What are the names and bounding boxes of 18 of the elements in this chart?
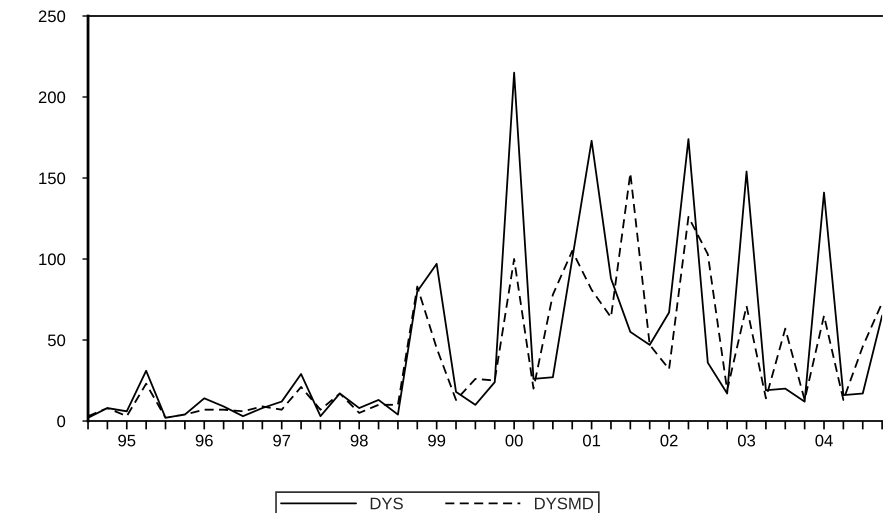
x-tick-label: 99 xyxy=(428,434,446,446)
x-tick-label: 95 xyxy=(118,434,136,446)
legend-label: DYS xyxy=(370,498,403,510)
x-tick-label: 01 xyxy=(582,434,600,446)
x-tick-label: 02 xyxy=(660,434,678,446)
x-tick-label: 04 xyxy=(815,434,833,446)
x-tick-label: 97 xyxy=(273,434,290,446)
y-tick-label: 200 xyxy=(38,91,66,104)
y-tick-label: 0 xyxy=(57,415,66,428)
y-tick-label: 50 xyxy=(48,334,66,346)
y-tick-label: 100 xyxy=(39,253,66,266)
y-tick-label: 150 xyxy=(39,172,66,184)
legend-label: DYSMD xyxy=(535,498,594,510)
y-tick-label: 250 xyxy=(38,10,66,22)
x-tick-label: 00 xyxy=(506,434,523,446)
x-tick-label: 98 xyxy=(350,434,368,446)
x-tick-label: 96 xyxy=(196,434,213,446)
x-tick-label: 03 xyxy=(738,434,756,446)
